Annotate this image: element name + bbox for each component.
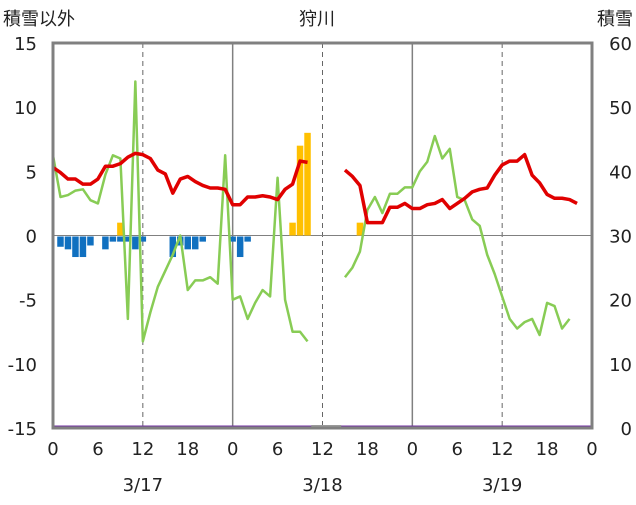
left-y-tick-label: -10 [8,355,37,376]
x-tick-label: 12 [131,439,154,460]
negative-bar [64,236,72,250]
snow-depth-line [343,134,571,337]
x-tick-label: 6 [272,439,283,460]
x-tick-label: 6 [92,439,103,460]
x-tick-label: 18 [176,439,199,460]
right-y-tick-label: 30 [609,227,632,248]
negative-bar [57,236,64,247]
snow-depth-line [51,80,309,343]
temperature-line [343,152,578,225]
right-y-tick-label: 50 [609,98,632,119]
x-tick-label: 0 [407,439,418,460]
negative-bar [79,236,87,258]
right-y-tick-label: 20 [609,291,632,312]
negative-bar [132,236,139,250]
negative-bar [169,236,177,258]
date-label: 3/19 [482,475,522,496]
left-y-tick-label: 15 [14,34,37,55]
left-axis-title: 積雪以外 [3,9,75,30]
right-y-tick-label: 60 [609,34,632,55]
precipitation-bar [304,132,311,236]
precipitation-bar [289,222,296,236]
negative-bar [124,236,132,242]
plot-frame [51,41,594,430]
negative-bar [117,236,124,242]
negative-bar [184,236,191,250]
date-label: 3/17 [123,475,163,496]
precipitation-bar [356,222,364,236]
precipitation-bar [117,222,124,236]
x-tick-label: 0 [227,439,238,460]
negative-bar [199,236,206,242]
x-tick-label: 6 [452,439,463,460]
x-tick-label: 0 [47,439,58,460]
chart-title: 狩川 [299,9,335,30]
left-y-tick-label: 5 [26,162,37,183]
negative-bar [102,236,109,250]
left-y-tick-label: 0 [26,227,37,248]
left-y-tick-label: -5 [19,291,37,312]
negative-bar [72,236,79,258]
x-tick-label: 18 [536,439,559,460]
bar-series [57,132,364,258]
grid-lines [53,43,592,428]
negative-bar [109,236,117,242]
negative-bar [191,236,199,250]
plot-border [51,41,594,430]
temperature-line [52,151,308,207]
negative-bar [229,236,236,242]
negative-bar [139,236,147,242]
right-y-tick-label: 0 [621,419,632,440]
x-tick-label: 12 [311,439,334,460]
x-tick-label: 18 [356,439,379,460]
x-tick-label: 12 [491,439,514,460]
left-y-tick-label: -15 [8,419,37,440]
right-axis-title: 積雪 [597,9,633,30]
negative-bar [87,236,94,246]
precipitation-bar [296,145,304,236]
x-tick-label: 0 [586,439,597,460]
right-y-tick-label: 40 [609,162,632,183]
right-y-tick-label: 10 [609,355,632,376]
left-y-tick-label: 10 [14,98,37,119]
negative-bar [236,236,244,258]
date-label: 3/18 [302,475,342,496]
negative-bar [244,236,251,242]
